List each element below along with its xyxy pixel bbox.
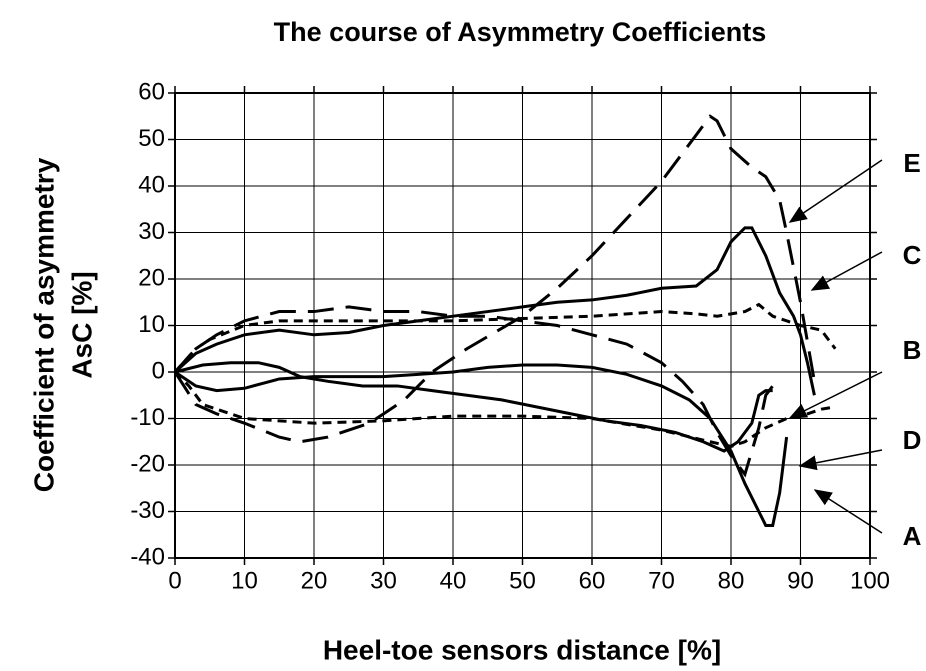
x-tick-label: 50 (509, 567, 536, 594)
x-tick-label: 100 (850, 567, 890, 594)
chart-title: The course of Asymmetry Coefficients (274, 17, 767, 47)
x-tick-label: 20 (301, 567, 328, 594)
y-tick-label: 50 (138, 125, 165, 152)
series-label: C (903, 240, 922, 270)
y-tick-label: 60 (138, 78, 165, 105)
y-tick-label: -30 (130, 497, 165, 524)
arrow (810, 251, 883, 291)
plot-frame (174, 92, 871, 559)
data-line (173, 305, 774, 478)
arrow (788, 159, 883, 223)
y-axis-label: AsC [%] (66, 271, 97, 378)
data-line (173, 302, 837, 374)
data-line (174, 226, 816, 396)
series-label: E (903, 148, 920, 178)
arrow (798, 449, 883, 471)
x-tick-label: 70 (648, 567, 675, 594)
y-tick-label: -10 (130, 404, 165, 431)
data-line (174, 361, 773, 453)
y-tick-label: 10 (138, 311, 165, 338)
y-tick-label: 30 (138, 218, 165, 245)
x-tick-label: 30 (370, 567, 397, 594)
y-tick-label: 40 (138, 171, 165, 198)
x-tick-label: 10 (231, 567, 258, 594)
y-tick-label: 20 (138, 264, 165, 291)
series-label: B (903, 335, 922, 365)
data-line (173, 370, 836, 448)
x-tick-label: 60 (579, 567, 606, 594)
y-tick-label: 0 (152, 357, 165, 384)
y-tick-label: -40 (130, 543, 165, 570)
data-line (173, 114, 816, 444)
series-label: D (903, 425, 922, 455)
y-tick-label: -20 (130, 450, 165, 477)
x-tick-label: 40 (440, 567, 467, 594)
arrow (813, 489, 883, 534)
series-label: A (903, 521, 922, 551)
arrow (788, 371, 883, 419)
x-tick-label: 0 (168, 567, 181, 594)
x-axis-label: Heel-toe sensors distance [%] (323, 634, 721, 665)
data-line (174, 363, 789, 527)
x-tick-label: 80 (718, 567, 745, 594)
y-axis-label: Coefficient of asymmetry (28, 157, 59, 492)
x-tick-label: 90 (787, 567, 814, 594)
